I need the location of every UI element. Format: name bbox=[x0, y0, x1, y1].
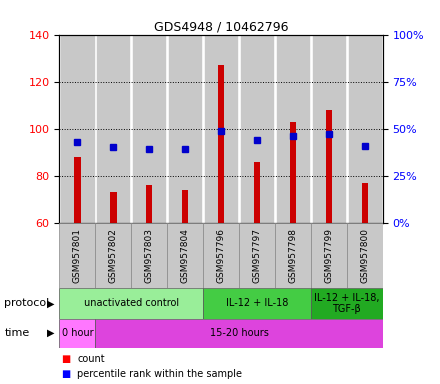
Text: GSM957796: GSM957796 bbox=[216, 228, 226, 283]
Bar bbox=[239, 223, 275, 288]
Bar bbox=[348, 35, 381, 223]
Bar bbox=[95, 223, 131, 288]
Bar bbox=[347, 223, 383, 288]
Text: GSM957799: GSM957799 bbox=[324, 228, 334, 283]
Bar bbox=[133, 35, 165, 223]
Bar bbox=[290, 122, 296, 223]
Bar bbox=[131, 223, 167, 288]
Title: GDS4948 / 10462796: GDS4948 / 10462796 bbox=[154, 20, 288, 33]
Text: GSM957798: GSM957798 bbox=[289, 228, 297, 283]
Text: count: count bbox=[77, 354, 105, 364]
Text: GSM957804: GSM957804 bbox=[181, 228, 190, 283]
Text: time: time bbox=[4, 328, 29, 338]
Text: IL-12 + IL-18: IL-12 + IL-18 bbox=[226, 298, 288, 308]
Bar bbox=[277, 35, 309, 223]
Text: GSM957797: GSM957797 bbox=[253, 228, 261, 283]
Bar bbox=[97, 35, 129, 223]
Bar bbox=[95, 319, 383, 348]
Bar bbox=[326, 110, 332, 223]
Bar bbox=[218, 65, 224, 223]
Text: 15-20 hours: 15-20 hours bbox=[209, 328, 268, 338]
Bar bbox=[110, 192, 117, 223]
Text: GSM957800: GSM957800 bbox=[360, 228, 369, 283]
Bar bbox=[59, 288, 203, 319]
Text: IL-12 + IL-18,
TGF-β: IL-12 + IL-18, TGF-β bbox=[314, 293, 380, 314]
Text: ■: ■ bbox=[62, 369, 71, 379]
Bar bbox=[74, 157, 81, 223]
Bar bbox=[203, 288, 311, 319]
Text: percentile rank within the sample: percentile rank within the sample bbox=[77, 369, 242, 379]
Text: ■: ■ bbox=[62, 354, 71, 364]
Text: ▶: ▶ bbox=[47, 298, 55, 308]
Bar bbox=[254, 162, 260, 223]
Bar bbox=[311, 223, 347, 288]
Bar bbox=[59, 223, 95, 288]
Bar bbox=[169, 35, 202, 223]
Bar bbox=[167, 223, 203, 288]
Text: GSM957803: GSM957803 bbox=[145, 228, 154, 283]
Bar bbox=[182, 190, 188, 223]
Text: 0 hour: 0 hour bbox=[62, 328, 93, 338]
Bar bbox=[205, 35, 237, 223]
Text: GSM957801: GSM957801 bbox=[73, 228, 82, 283]
Text: GSM957802: GSM957802 bbox=[109, 228, 118, 283]
Bar bbox=[313, 35, 345, 223]
Text: unactivated control: unactivated control bbox=[84, 298, 179, 308]
Bar bbox=[241, 35, 273, 223]
Bar bbox=[311, 288, 383, 319]
Bar bbox=[61, 35, 94, 223]
Bar bbox=[275, 223, 311, 288]
Bar bbox=[59, 319, 95, 348]
Bar bbox=[146, 185, 153, 223]
Bar bbox=[362, 183, 368, 223]
Bar bbox=[203, 223, 239, 288]
Text: protocol: protocol bbox=[4, 298, 50, 308]
Text: ▶: ▶ bbox=[47, 328, 55, 338]
